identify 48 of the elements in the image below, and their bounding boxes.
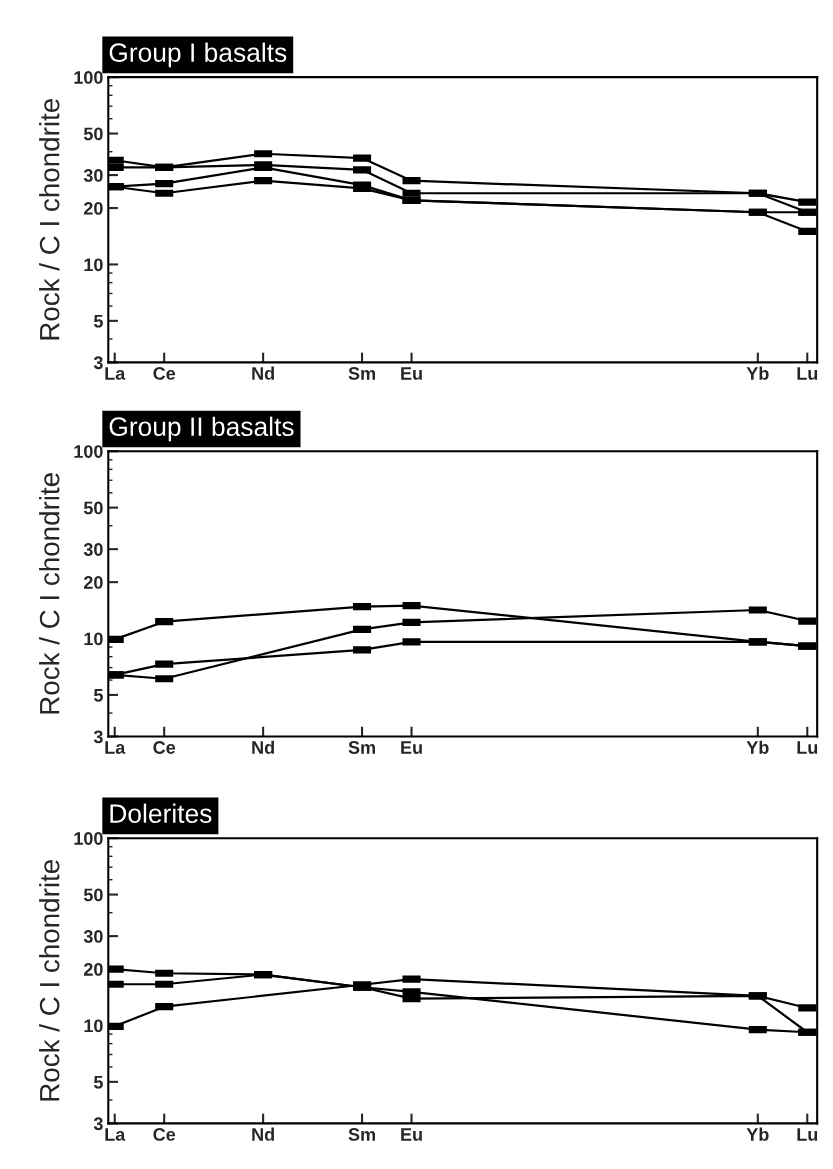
y-tick-label: 10 <box>84 258 103 272</box>
x-tick-label: Eu <box>401 741 422 754</box>
chart-title: Group I basalts <box>109 42 287 68</box>
y-tick-label: 50 <box>83 127 103 141</box>
x-tick-label: Yb <box>746 1127 769 1141</box>
y-tick-label: 3 <box>93 356 103 370</box>
y-axis-title: Rock / C I chondrite <box>39 99 60 340</box>
y-tick-label: 5 <box>93 1075 103 1089</box>
x-tick-label: Eu <box>401 367 422 380</box>
y-tick-label: 50 <box>83 888 103 902</box>
x-tick-label: Ce <box>153 741 176 754</box>
y-tick-label: 50 <box>83 501 103 515</box>
x-tick-label: Lu <box>797 741 818 754</box>
x-tick-label: Sm <box>348 741 375 754</box>
x-tick-label: Yb <box>746 740 769 754</box>
y-axis-title: Rock / C I chondrite <box>39 860 60 1101</box>
x-tick-label: Yb <box>746 366 769 380</box>
y-tick-label: 30 <box>83 930 103 943</box>
y-tick-label: 10 <box>84 1019 103 1033</box>
y-tick-label: 10 <box>84 632 103 646</box>
y-tick-label: 100 <box>74 445 103 458</box>
y-tick-label: 5 <box>93 689 103 702</box>
chart-title: Group II basalts <box>109 416 294 442</box>
x-tick-label: Lu <box>797 1128 818 1141</box>
x-tick-label: Nd <box>252 366 274 380</box>
x-tick-label: Eu <box>401 1128 422 1141</box>
x-tick-label: Sm <box>348 367 375 380</box>
x-tick-label: Nd <box>252 1127 274 1141</box>
y-tick-label: 100 <box>74 71 103 84</box>
x-tick-label: Sm <box>348 1128 375 1141</box>
y-tick-label: 20 <box>83 202 103 215</box>
y-tick-label: 3 <box>93 730 103 744</box>
x-tick-label: La <box>105 367 126 380</box>
y-axis-title: Rock / C I chondrite <box>39 473 60 714</box>
chart-title: Dolerites <box>110 803 212 823</box>
y-tick-label: 20 <box>83 963 103 976</box>
x-tick-label: Lu <box>797 367 818 380</box>
y-tick-label: 20 <box>83 576 103 589</box>
y-tick-label: 30 <box>83 169 103 182</box>
x-tick-label: La <box>105 741 126 754</box>
x-tick-label: La <box>105 1128 126 1141</box>
y-tick-label: 30 <box>83 543 103 556</box>
x-tick-label: Nd <box>252 740 274 754</box>
y-tick-label: 5 <box>93 314 103 328</box>
x-tick-label: Ce <box>153 1128 176 1141</box>
y-tick-label: 3 <box>93 1117 103 1131</box>
x-tick-label: Ce <box>153 367 176 380</box>
y-tick-label: 100 <box>74 832 103 845</box>
